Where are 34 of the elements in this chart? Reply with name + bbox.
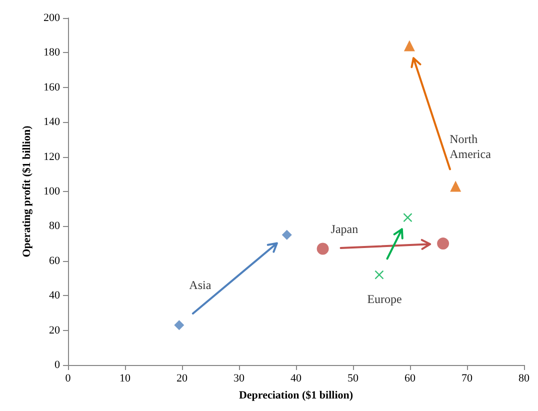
y-tick-label: 100 <box>44 186 60 198</box>
y-tick-label: 120 <box>44 150 60 163</box>
x-tick-label: 0 <box>65 372 72 384</box>
y-tick-label: 20 <box>49 324 60 336</box>
x-tick-label: 50 <box>348 372 359 384</box>
x-tick-label: 30 <box>234 372 245 384</box>
point <box>174 320 184 330</box>
y-tick-label: 140 <box>44 116 60 128</box>
x-tick-label: 60 <box>404 372 416 384</box>
x-tick-label: 20 <box>176 372 188 384</box>
point <box>437 238 450 250</box>
point <box>403 212 412 222</box>
series-label: North America <box>450 132 492 161</box>
point <box>316 242 329 255</box>
x-tick-label: 10 <box>120 372 131 384</box>
y-axis-title: Operating profit ($1 billion) <box>21 125 34 258</box>
y-tick-label: 200 <box>44 12 60 24</box>
series-label: Japan <box>330 222 358 236</box>
y-tick-label: 180 <box>44 46 60 59</box>
point <box>282 230 292 240</box>
x-tick-label: 40 <box>290 372 302 384</box>
point <box>374 270 384 280</box>
y-tick-label: 80 <box>49 220 60 232</box>
point <box>404 40 415 52</box>
y-tick-label: 60 <box>49 254 60 267</box>
point <box>450 180 462 192</box>
x-tick-label: 70 <box>462 372 473 384</box>
x-axis-title: Depreciation ($1 billion) <box>238 390 354 402</box>
text: Asia <box>189 278 212 292</box>
y-tick-label: 0 <box>54 359 60 371</box>
y-tick-label: 40 <box>49 290 60 302</box>
x-tick-label: 80 <box>518 372 530 384</box>
series-label: Europe <box>367 292 402 306</box>
y-tick-label: 160 <box>44 81 60 94</box>
